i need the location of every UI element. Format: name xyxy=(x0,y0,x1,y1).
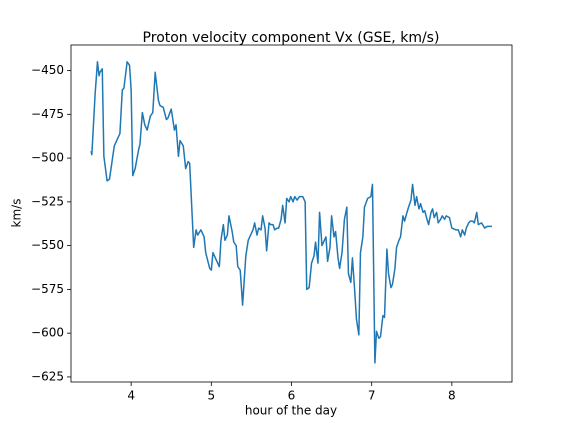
x-tick-label: 8 xyxy=(448,389,456,403)
y-tick-label: −550 xyxy=(31,238,64,252)
y-axis-label: km/s xyxy=(10,199,24,228)
y-tick-label: −600 xyxy=(31,326,64,340)
data-line xyxy=(90,61,492,364)
y-tick-label: −500 xyxy=(31,151,64,165)
y-tick-label: −625 xyxy=(31,369,64,383)
y-tick-label: −575 xyxy=(31,282,64,296)
x-tick-label: 5 xyxy=(207,389,215,403)
x-tick-label: 4 xyxy=(127,389,135,403)
y-tick-label: −525 xyxy=(31,194,64,208)
x-tick-label: 7 xyxy=(368,389,376,403)
chart-title: Proton velocity component Vx (GSE, km/s) xyxy=(143,30,440,46)
axes-frame xyxy=(70,44,513,383)
x-axis-label: hour of the day xyxy=(245,404,337,418)
y-tick-label: −475 xyxy=(31,107,64,121)
y-tick-label: −450 xyxy=(31,63,64,77)
x-tick-label: 6 xyxy=(288,389,296,403)
